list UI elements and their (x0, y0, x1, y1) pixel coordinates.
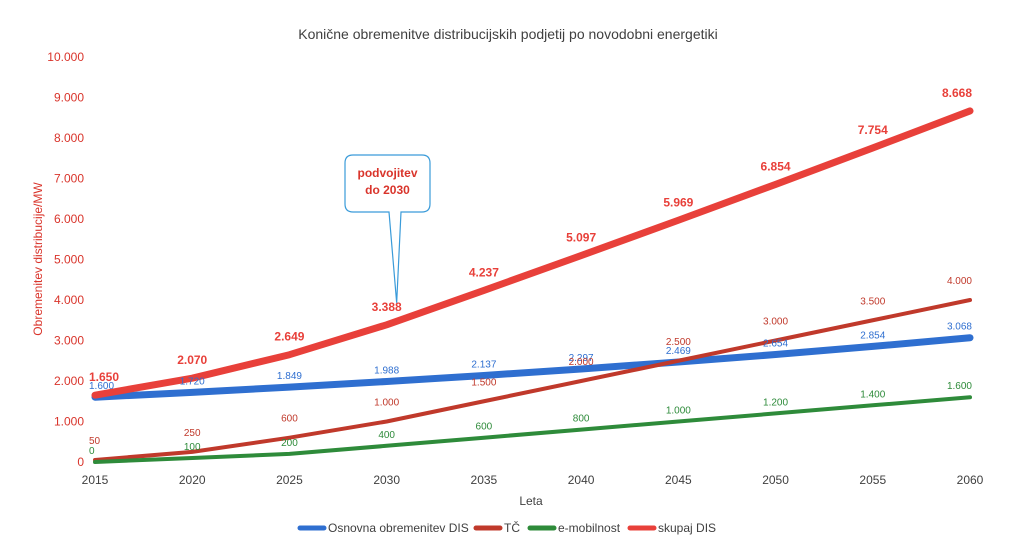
data-label: 600 (281, 414, 298, 425)
data-label: 600 (476, 422, 493, 433)
x-tick-label: 2020 (179, 473, 206, 487)
legend-item: skupaj DIS (627, 521, 716, 535)
data-label: 1.600 (89, 381, 114, 392)
series-lines (91, 107, 974, 464)
data-label: 1.500 (471, 377, 496, 388)
legend-label: Osnovna obremenitev DIS (328, 521, 469, 535)
y-tick-label: 5.000 (54, 253, 84, 267)
x-tick-label: 2055 (859, 473, 886, 487)
data-label: 0 (89, 446, 95, 457)
legend-item: Osnovna obremenitev DIS (297, 521, 469, 535)
data-label: 5.969 (663, 195, 693, 209)
x-tick-label: 2060 (957, 473, 984, 487)
legend-label: skupaj DIS (658, 521, 716, 535)
legend-item: TČ (473, 520, 520, 535)
series-line-e-mobilnost (93, 395, 972, 464)
data-label: 400 (378, 430, 395, 441)
x-tick-label: 2035 (471, 473, 498, 487)
legend-item: e-mobilnost (527, 521, 621, 535)
data-label: 1.000 (666, 406, 691, 417)
data-label: 200 (281, 438, 298, 449)
y-tick-label: 0 (77, 455, 84, 469)
data-label: 4.000 (947, 276, 972, 287)
legend: Osnovna obremenitev DIS TČ e-mobilnost skup… (297, 520, 716, 535)
data-label: 2.854 (860, 330, 885, 341)
data-label: 800 (573, 414, 590, 425)
data-label: 5.097 (566, 231, 596, 245)
x-tick-label: 2030 (373, 473, 400, 487)
x-tick-label: 2040 (568, 473, 595, 487)
legend-label: e-mobilnost (558, 521, 621, 535)
x-axis: 2015 2020 2025 2030 2035 2040 2045 2050 2055 2060 (82, 473, 984, 487)
y-axis: 0 1.000 2.000 3.000 4.000 5.000 6.000 7.000 8.00… (47, 50, 84, 469)
data-label: 2.000 (569, 357, 594, 368)
x-tick-label: 2050 (762, 473, 789, 487)
y-tick-label: 4.000 (54, 293, 84, 307)
chart-title: Konične obremenitve distribucijskih podj… (298, 26, 717, 42)
data-label: 250 (184, 428, 201, 439)
series-line-t- (93, 298, 972, 462)
data-label: 6.854 (761, 159, 791, 173)
data-label: 8.668 (942, 86, 972, 100)
y-tick-label: 10.000 (47, 50, 84, 64)
y-tick-label: 1.000 (54, 415, 84, 429)
data-label: 2.070 (177, 353, 207, 367)
y-tick-label: 2.000 (54, 374, 84, 388)
data-label: 3.000 (763, 317, 788, 328)
y-tick-label: 9.000 (54, 91, 84, 105)
y-tick-label: 6.000 (54, 212, 84, 226)
data-label: 1.200 (763, 397, 788, 408)
annotation-callout: podvojitev do 2030 (344, 154, 431, 303)
data-labels: 1.600 1.720 1.849 1.988 2.137 2.297 2.469 2.654… (89, 86, 972, 457)
data-label: 50 (89, 436, 101, 447)
data-label: 1.720 (180, 376, 205, 387)
data-label: 2.654 (763, 339, 788, 350)
data-label: 1.600 (947, 381, 972, 392)
data-label: 1.400 (860, 389, 885, 400)
legend-label: TČ (504, 520, 520, 535)
data-label: 2.297 (569, 353, 594, 364)
data-label: 2.137 (471, 359, 496, 370)
data-label: 1.650 (89, 370, 119, 384)
data-label: 1.849 (277, 371, 302, 382)
callout-bubble (344, 154, 431, 303)
y-tick-label: 3.000 (54, 334, 84, 348)
y-tick-label: 7.000 (54, 172, 84, 186)
data-label: 3.500 (860, 296, 885, 307)
data-label: 7.754 (858, 123, 888, 137)
x-tick-label: 2025 (276, 473, 303, 487)
data-label: 4.237 (469, 265, 499, 279)
data-label: 2.500 (666, 337, 691, 348)
data-label: 2.649 (274, 330, 304, 344)
data-label: 1.988 (374, 365, 399, 376)
data-label: 3.068 (947, 322, 972, 333)
data-label: 1.000 (374, 398, 399, 409)
y-axis-label: Obremenitev distribucije/MW (31, 182, 45, 336)
y-tick-label: 8.000 (54, 131, 84, 145)
callout-text: podvojitev (357, 166, 417, 180)
x-tick-label: 2015 (82, 473, 109, 487)
callout-text: do 2030 (365, 183, 410, 197)
data-label: 3.388 (372, 300, 402, 314)
data-label: 2.469 (666, 346, 691, 357)
x-axis-label: Leta (519, 494, 543, 508)
series-line-skupaj-dis (91, 107, 974, 399)
x-tick-label: 2045 (665, 473, 692, 487)
data-label: 100 (184, 442, 201, 453)
series-line-osnovna-obremenitev-dis (91, 334, 974, 401)
